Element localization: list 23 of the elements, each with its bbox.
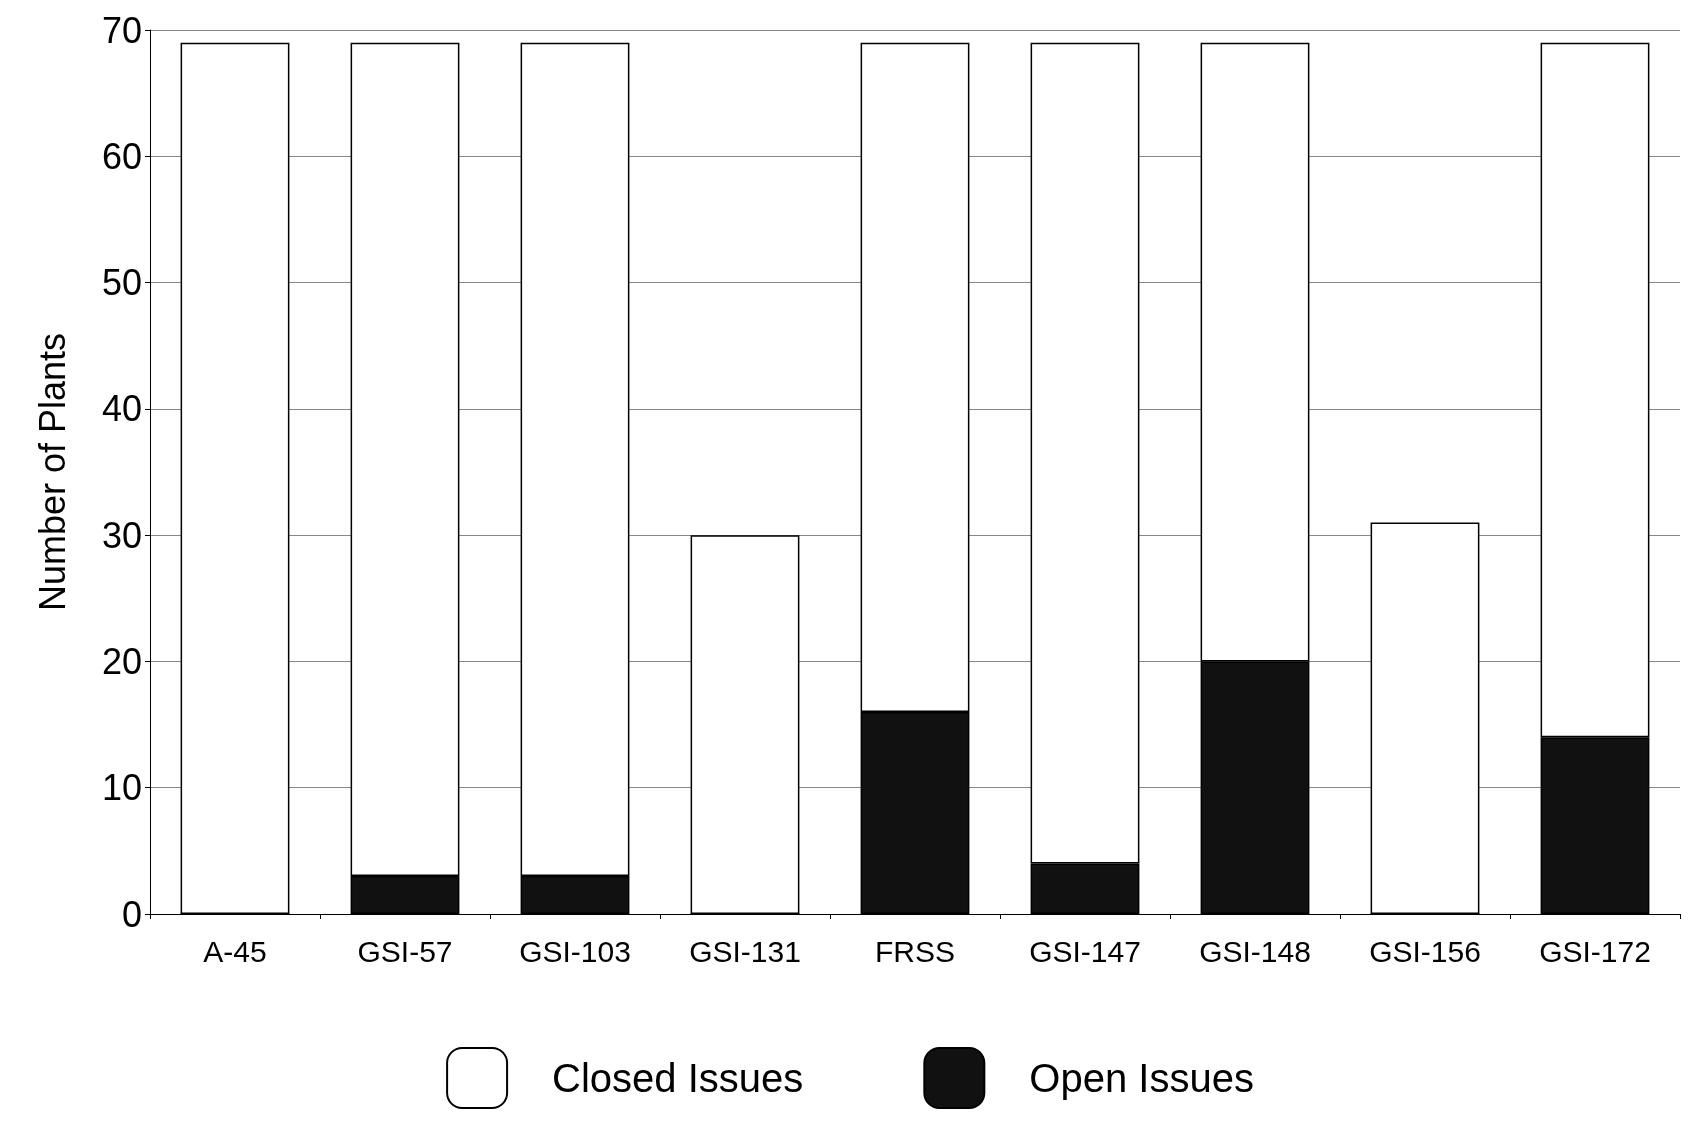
y-tick-label: 30: [101, 514, 142, 556]
x-tick-label: GSI-147: [1029, 934, 1141, 968]
y-tick-label: 50: [101, 262, 142, 304]
y-tick-label: 20: [101, 640, 142, 682]
y-tick-label: 40: [101, 388, 142, 430]
y-tick-label: 70: [101, 9, 142, 51]
x-tick-label: GSI-57: [357, 934, 453, 968]
y-tick-label: 10: [101, 767, 142, 809]
bar: [180, 42, 290, 914]
x-tick-label: GSI-131: [689, 934, 801, 968]
legend-label: Closed Issues: [552, 1056, 804, 1100]
y-axis-title: Number of Plants: [31, 332, 73, 612]
bar: [690, 535, 800, 914]
x-tick-label: GSI-156: [1369, 934, 1481, 968]
bar: [1370, 522, 1480, 914]
x-tick-label: GSI-103: [519, 934, 631, 968]
x-tick-label: GSI-172: [1539, 934, 1651, 968]
x-tick-label: A-45: [203, 934, 267, 968]
y-tick-label: 60: [101, 135, 142, 177]
y-tick-label: 0: [121, 893, 142, 935]
x-tick-label: FRSS: [874, 934, 956, 968]
legend-label: Open Issues: [1029, 1056, 1254, 1100]
x-tick-label: GSI-148: [1199, 934, 1311, 968]
